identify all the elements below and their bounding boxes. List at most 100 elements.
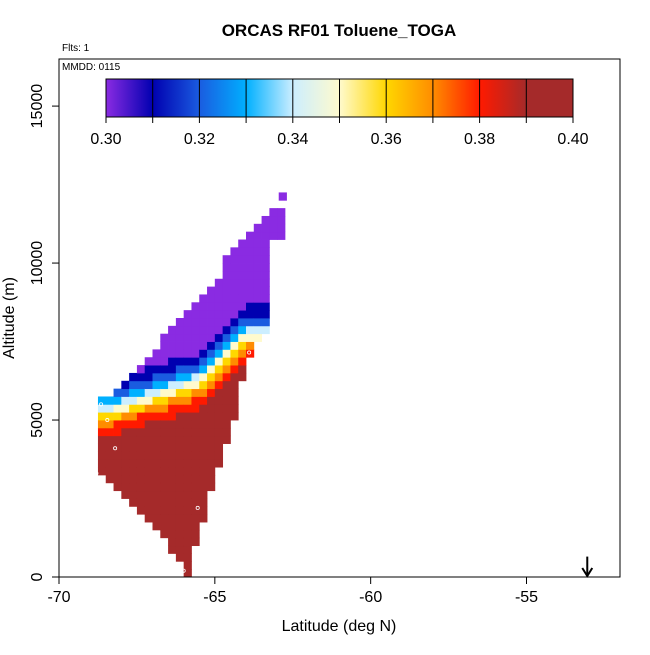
heatmap-cell [168, 333, 177, 342]
heatmap-cell [97, 396, 107, 405]
heatmap-cell [175, 545, 185, 554]
heatmap-cell [105, 404, 114, 413]
heatmap-cell [238, 270, 247, 280]
heatmap-cell [191, 302, 200, 311]
heatmap-cell [183, 459, 192, 468]
plot-frame [58, 58, 621, 578]
heatmap-cell [253, 278, 262, 288]
heatmap-cell [269, 231, 278, 240]
heatmap-cell [246, 325, 255, 335]
heatmap-cell [121, 396, 130, 405]
heatmap-cell [183, 310, 192, 319]
heatmap-cell [222, 357, 231, 366]
heatmap-cell [183, 498, 192, 507]
heatmap-cell [191, 482, 200, 492]
heatmap-cell [144, 372, 153, 382]
heatmap-cell [191, 325, 200, 335]
chart-title: ORCAS RF01 Toluene_TOGA [222, 21, 457, 40]
heatmap-cell [199, 467, 208, 476]
heatmap-cell [97, 467, 107, 476]
heatmap-cell [175, 482, 185, 492]
heatmap-cell [207, 357, 216, 366]
heatmap-cell [168, 380, 177, 390]
colorbar-bin [199, 79, 247, 117]
heatmap-cell [222, 435, 231, 444]
heatmap-cell [199, 427, 208, 437]
heatmap-cell [246, 341, 255, 350]
heatmap-cell [253, 310, 262, 319]
heatmap-cell [269, 215, 278, 225]
heatmap-cell [246, 318, 255, 327]
heatmap-cell [199, 459, 208, 468]
colorbar-bin [292, 79, 340, 117]
heatmap-cell [129, 420, 138, 429]
heatmap-cell [160, 467, 169, 476]
heatmap-cell [160, 522, 169, 531]
heatmap-cell [191, 427, 200, 437]
heatmap-cell [183, 553, 192, 562]
heatmap-cell [238, 341, 247, 350]
heatmap-cell [113, 459, 122, 468]
heatmap-cell [97, 404, 107, 413]
heatmap-cell [214, 451, 224, 460]
heatmap-cell [105, 474, 114, 484]
x-tick-label: -60 [359, 589, 382, 606]
heatmap-cell [214, 396, 224, 405]
heatmap-cell [136, 412, 146, 421]
heatmap-cell [199, 365, 208, 374]
heatmap-cell [160, 529, 169, 539]
heatmap-cell [246, 263, 255, 272]
heatmap-cell [168, 490, 177, 499]
heatmap-cell [277, 215, 286, 225]
heatmap-cell [183, 474, 192, 484]
heatmap-cell [230, 333, 239, 342]
heatmap-cell [160, 506, 169, 515]
heatmap-cell [160, 341, 169, 350]
heatmap-cell [253, 333, 262, 342]
heatmap-cell [160, 451, 169, 460]
heatmap-cell [191, 372, 200, 382]
heatmap-cell [105, 420, 114, 429]
heatmap-cell [175, 380, 185, 390]
heatmap-cell [261, 318, 270, 327]
heatmap-cell [105, 443, 114, 452]
heatmap-cell [230, 247, 239, 256]
heatmap-cell [222, 310, 231, 319]
heatmap-cell [191, 529, 200, 539]
heatmap-cell [183, 380, 192, 390]
heatmap-cell [207, 396, 216, 405]
heatmap-cell [222, 325, 231, 335]
heatmap-cell [144, 412, 153, 421]
heatmap-cell [230, 412, 239, 421]
heatmap-cell [214, 443, 224, 452]
heatmap-cell [160, 372, 169, 382]
heatmap-cell [152, 482, 161, 492]
heatmap-cell [183, 404, 192, 413]
heatmap-cell [175, 412, 185, 421]
heatmap-cell [113, 467, 122, 476]
heatmap-cell [261, 302, 270, 311]
heatmap-cell [121, 490, 130, 499]
heatmap-cell [129, 459, 138, 468]
heatmap-cell [214, 380, 224, 390]
heatmap-cell [230, 349, 239, 358]
heatmap-cell [261, 270, 270, 280]
heatmap-cell [238, 310, 247, 319]
heatmap-cell [230, 255, 239, 264]
heatmap-cell [136, 443, 146, 452]
heatmap-cell [253, 247, 262, 256]
heatmap-cell [136, 490, 146, 499]
heatmap-cell [121, 482, 130, 492]
heatmap-cell [253, 255, 262, 264]
heatmap-cell [175, 451, 185, 460]
heatmap-cell [183, 537, 192, 547]
heatmap-cell [136, 498, 146, 507]
heatmap-cell [113, 404, 122, 413]
heatmap-cell [168, 537, 177, 547]
heatmap-cell [160, 474, 169, 484]
heatmap-cell [199, 357, 208, 366]
heatmap-cell [136, 435, 146, 444]
colorbar-bin [479, 79, 527, 117]
heatmap-cell [191, 349, 200, 358]
